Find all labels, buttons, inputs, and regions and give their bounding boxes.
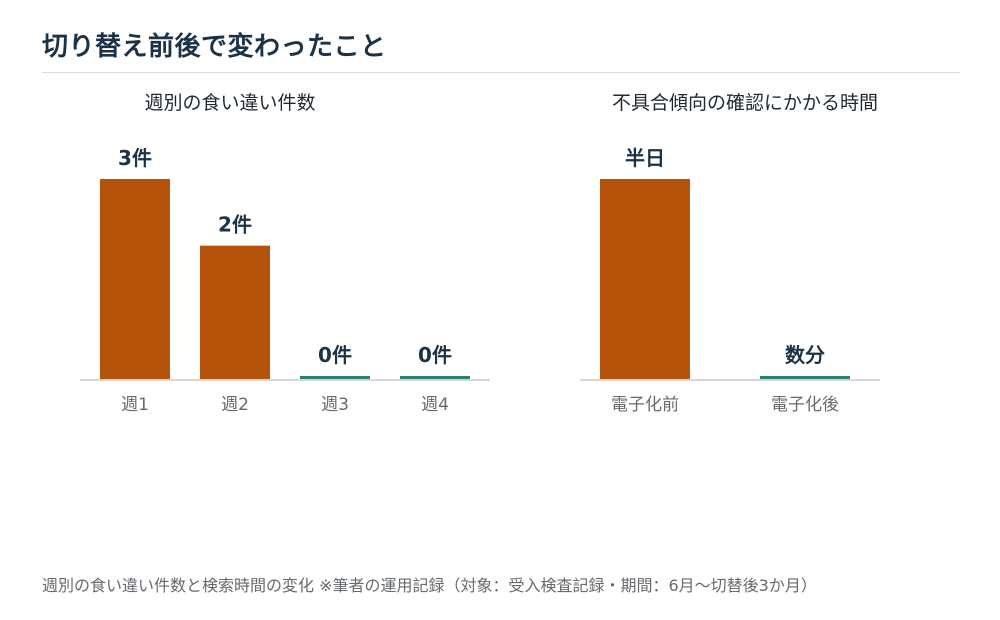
- chart-footnote: 週別の食い違い件数と検索時間の変化 ※筆者の運用記録（対象：受入検査記録・期間：…: [42, 576, 817, 595]
- x-tick-label: 週3: [321, 395, 349, 415]
- bar-週1: [100, 179, 170, 379]
- x-tick-label: 週2: [221, 395, 249, 415]
- bar-電子化前: [600, 179, 690, 379]
- bar-value-label: 2件: [218, 213, 252, 237]
- bar-電子化後: [760, 376, 850, 379]
- chart-title: 不具合傾向の確認にかかる時間: [612, 92, 878, 114]
- bar-value-label: 0件: [418, 343, 452, 367]
- x-tick-label: 週4: [421, 395, 449, 415]
- bar-週3: [300, 376, 370, 379]
- x-tick-label: 週1: [121, 395, 149, 415]
- page-title: 切り替え前後で変わったこと: [42, 32, 387, 62]
- bar-value-label: 0件: [318, 343, 352, 367]
- bar-value-label: 半日: [625, 146, 665, 170]
- bar-週2: [200, 245, 270, 379]
- x-tick-label: 電子化前: [611, 395, 679, 415]
- chart-title: 週別の食い違い件数: [144, 92, 315, 114]
- bar-value-label: 数分: [785, 343, 825, 367]
- x-tick-label: 電子化後: [771, 395, 839, 415]
- bar-週4: [400, 376, 470, 379]
- title-divider: [42, 72, 960, 73]
- bar-value-label: 3件: [118, 146, 152, 170]
